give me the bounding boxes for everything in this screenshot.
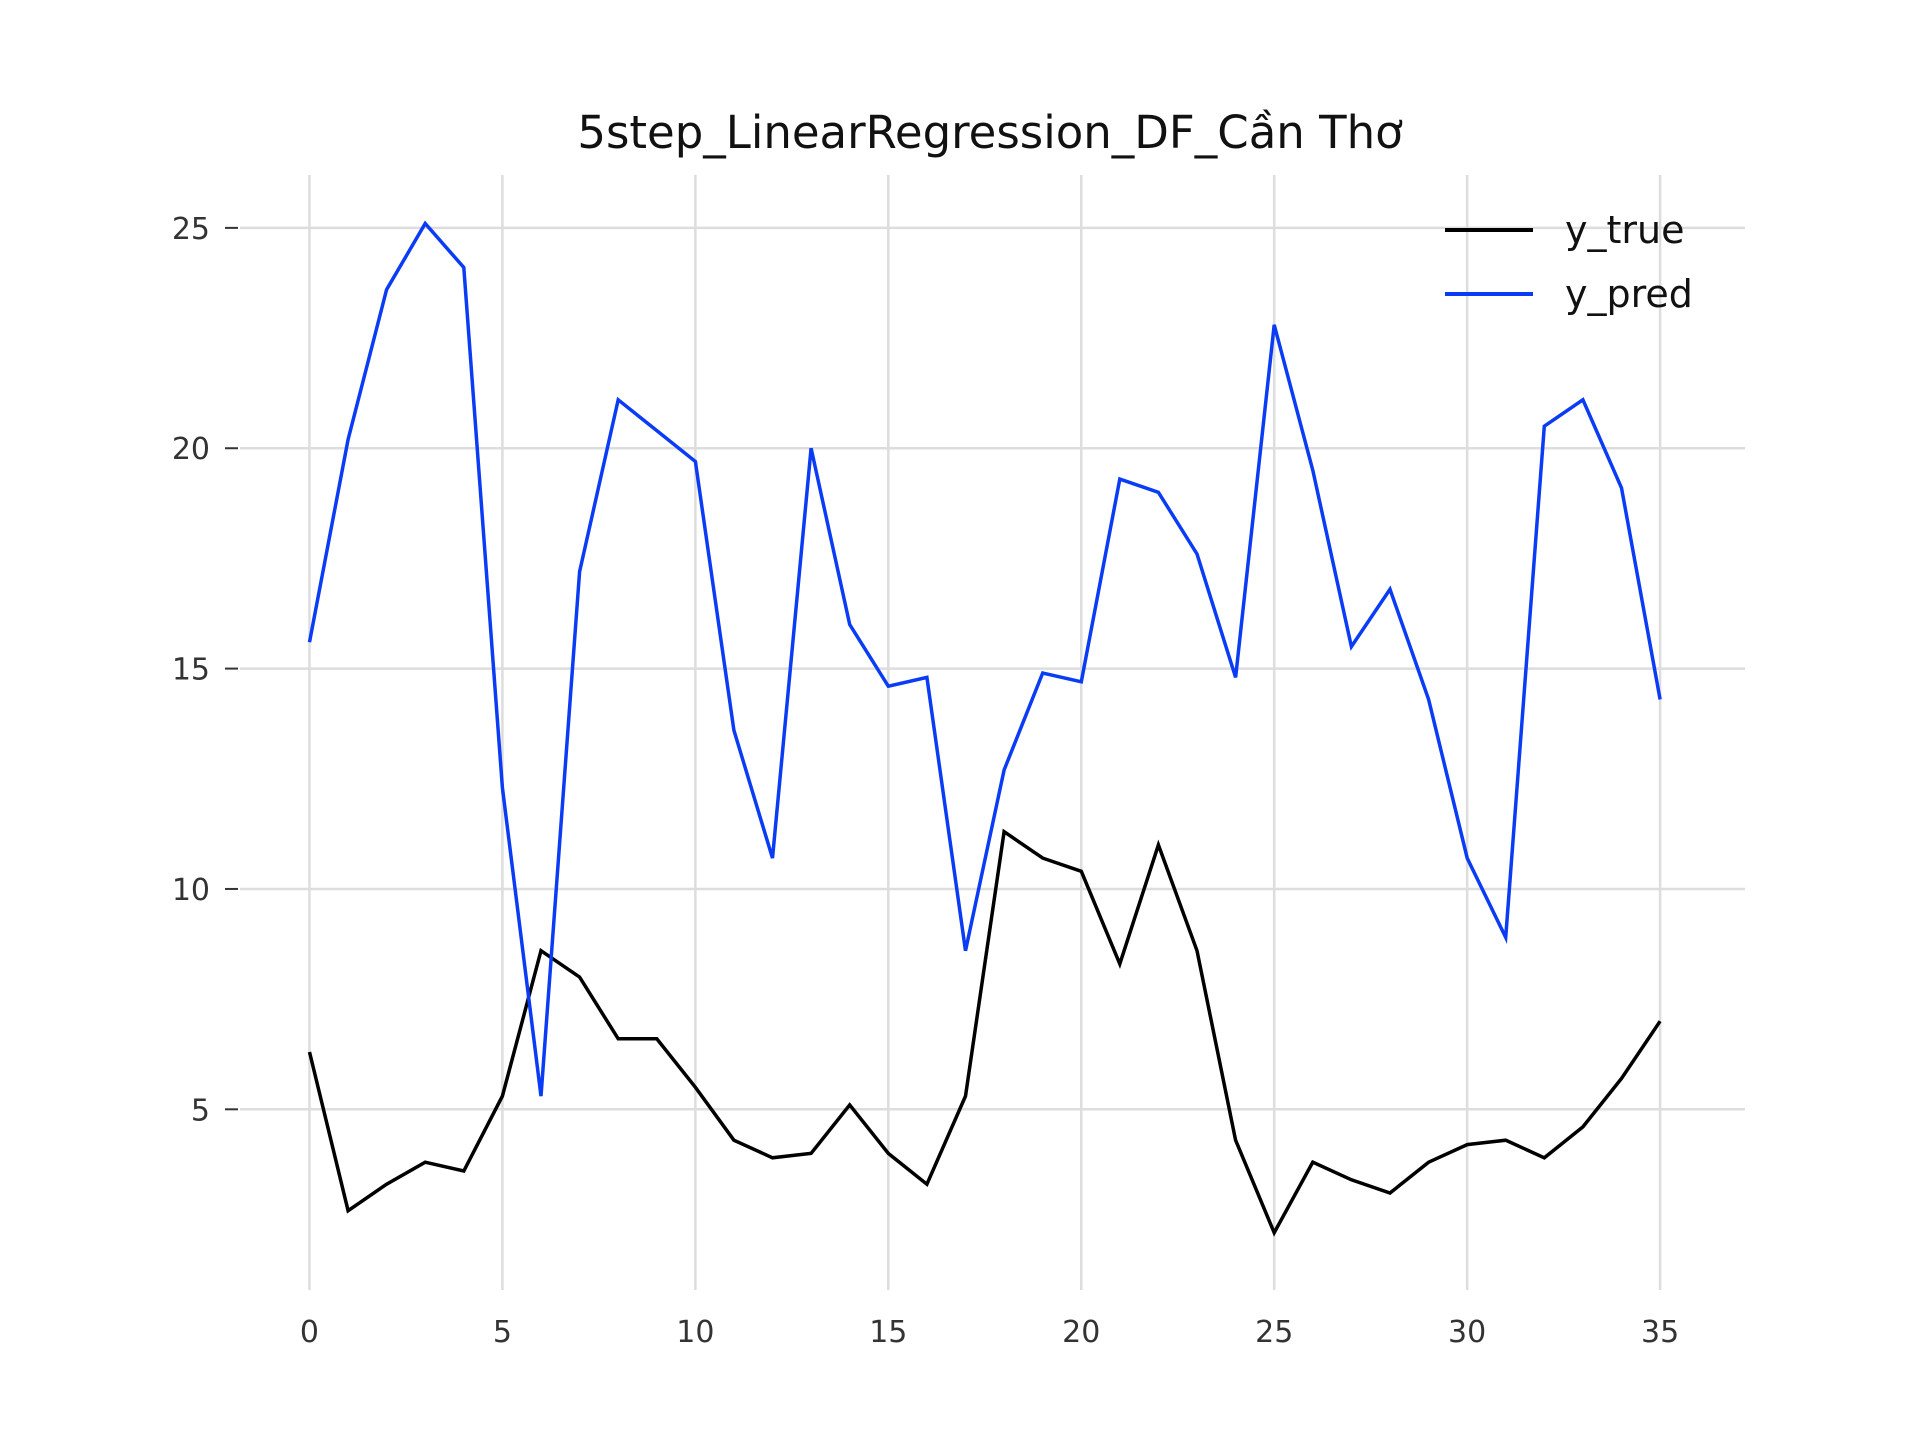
x-tick-label: 0	[300, 1315, 319, 1350]
chart-title: 5step_LinearRegression_DF_Cần Thơ	[577, 106, 1403, 159]
grid	[240, 175, 1745, 1290]
y-tick-label: 5	[191, 1093, 210, 1128]
x-tick-label: 10	[676, 1315, 714, 1350]
series-line-y-pred	[307, 220, 1662, 1097]
x-tick-label: 25	[1255, 1315, 1293, 1350]
y-tick-label: 25	[172, 212, 210, 247]
x-tick-label: 5	[493, 1315, 512, 1350]
x-tick-label: 20	[1062, 1315, 1100, 1350]
legend: y_true y_pred	[1445, 208, 1693, 316]
x-tick-label: 15	[869, 1315, 907, 1350]
series-lines	[307, 220, 1662, 1237]
y-tick-label: 15	[172, 653, 210, 688]
legend-label: y_true	[1565, 208, 1684, 252]
axis-ticks: 0 5 10 15 20 25 30 35 5 10 15 20 25	[172, 212, 1679, 1350]
y-tick-label: 10	[172, 873, 210, 908]
series-line-y-true	[307, 828, 1662, 1237]
x-tick-label: 30	[1448, 1315, 1486, 1350]
legend-label: y_pred	[1565, 272, 1693, 316]
y-tick-label: 20	[172, 432, 210, 467]
x-tick-label: 35	[1641, 1315, 1679, 1350]
